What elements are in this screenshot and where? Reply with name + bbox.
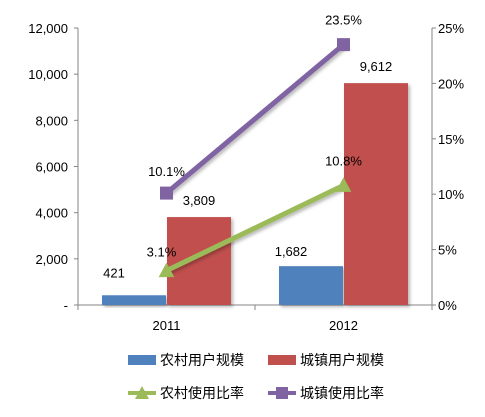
- x-tick-label: 2012: [329, 318, 358, 333]
- bar-urban-2011: [167, 217, 231, 305]
- marker-square-2012: [337, 38, 350, 52]
- y-right-tick-label: 5%: [438, 243, 457, 258]
- legend-label: 农村用户规模: [160, 352, 244, 368]
- bar-data-label: 3,809: [183, 193, 216, 208]
- legend-swatch: [128, 355, 156, 365]
- bar-urban-2012: [344, 83, 408, 305]
- marker-triangle-2011: [158, 262, 175, 278]
- lines: [158, 38, 352, 278]
- bar-data-label: 1,682: [275, 244, 308, 259]
- marker-triangle-2012: [335, 177, 352, 192]
- legend-marker-triangle: [135, 386, 149, 399]
- bar-rural-2012: [279, 266, 343, 305]
- y-left-tick-label: 12,000: [28, 21, 68, 36]
- bar-data-label: 421: [103, 265, 125, 280]
- data-labels: 421 1,682 3,809 9,612 3.1% 10.8% 10.1% 23.5%: [103, 13, 392, 281]
- axes: - 2,000 4,000 6,000 8,000 10,000 12,000 0% 5% 10%…: [28, 21, 464, 333]
- bars: [102, 83, 408, 305]
- line-data-label: 3.1%: [147, 245, 177, 260]
- legend-label: 城镇使用比率: [300, 385, 384, 401]
- legend-marker-square: [276, 387, 288, 399]
- bar-data-label: 9,612: [360, 59, 393, 74]
- line-rural-rate: [165, 183, 345, 273]
- y-left-tick-label: 6,000: [35, 160, 68, 175]
- y-left-tick-label: 8,000: [35, 113, 68, 128]
- y-right-tick-label: 0%: [438, 298, 457, 313]
- line-data-label: 10.1%: [148, 164, 185, 179]
- y-left-tick-label: -: [64, 298, 68, 313]
- legend-label: 城镇用户规模: [300, 352, 384, 368]
- line-data-label: 10.8%: [325, 153, 362, 168]
- y-right-tick-label: 10%: [438, 187, 464, 202]
- bar-rural-2011: [102, 295, 166, 305]
- legend-swatch: [268, 355, 296, 365]
- legend-label: 农村使用比率: [160, 385, 244, 401]
- line-data-label: 23.5%: [325, 13, 362, 28]
- y-left-tick-label: 10,000: [28, 67, 68, 82]
- y-right-tick-label: 20%: [438, 76, 464, 91]
- y-right-tick-label: 25%: [438, 21, 464, 36]
- line-urban-rate: [164, 42, 346, 196]
- y-right-tick-label: 15%: [438, 132, 464, 147]
- marker-square-2011: [160, 186, 173, 200]
- y-left-tick-label: 2,000: [35, 252, 68, 267]
- x-tick-label: 2011: [153, 318, 181, 333]
- y-left-tick-label: 4,000: [35, 206, 68, 221]
